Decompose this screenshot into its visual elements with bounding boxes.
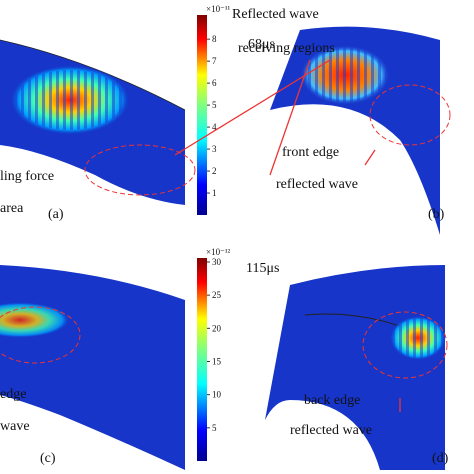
tick-label: 10: [212, 390, 222, 400]
tick-label: 8: [212, 34, 217, 44]
wave-stripes: [392, 318, 444, 358]
panel-label: (d): [432, 451, 449, 466]
colorbar-exponent: ×10⁻¹¹: [206, 4, 231, 14]
wave-stripes: [303, 47, 387, 103]
region: [84, 144, 196, 196]
panel-label: (a): [48, 207, 64, 222]
arrow: [174, 59, 331, 156]
panel-label: (c): [40, 451, 56, 466]
colorbar: [197, 258, 207, 461]
annotation: wave: [0, 419, 30, 434]
tick-label: 5: [212, 423, 217, 433]
shell: [265, 265, 445, 470]
colorbar: [197, 15, 207, 215]
tick-label: 15: [212, 356, 222, 366]
tick-label: 30: [212, 257, 222, 267]
tick-label: 5: [212, 100, 217, 110]
annotation: area: [0, 201, 24, 216]
tick-label: 4: [212, 122, 217, 132]
tick-label: 2: [212, 166, 217, 176]
annotation: 68μs: [248, 37, 275, 52]
region: [369, 84, 451, 146]
annotation: edge: [0, 387, 26, 402]
tick-label: 7: [212, 56, 217, 66]
tick-label: 25: [212, 290, 222, 300]
region: [0, 306, 81, 364]
tick-label: 20: [212, 323, 222, 333]
annotation: Reflected wave: [232, 7, 319, 22]
arrow: [364, 149, 376, 166]
panel-label: (b): [428, 207, 445, 222]
wave-stripes: [15, 70, 125, 130]
annotation: back edge: [304, 393, 360, 408]
wave-field: [0, 302, 70, 338]
colorbar-exponent: ×10⁻¹²: [206, 247, 231, 257]
arrow: [269, 59, 311, 176]
annotation: reflected wave: [276, 177, 358, 192]
annotation: front edge: [282, 145, 339, 160]
region: [362, 311, 448, 379]
shell: [0, 265, 185, 470]
annotation: reflected wave: [290, 423, 372, 438]
annotation: 115μs: [246, 261, 279, 276]
tick-label: 6: [212, 78, 217, 88]
annotation: receiving regions: [238, 41, 335, 56]
annotation: ling force: [0, 169, 54, 184]
tick-label: 1: [212, 188, 217, 198]
tick-label: 3: [212, 144, 217, 154]
